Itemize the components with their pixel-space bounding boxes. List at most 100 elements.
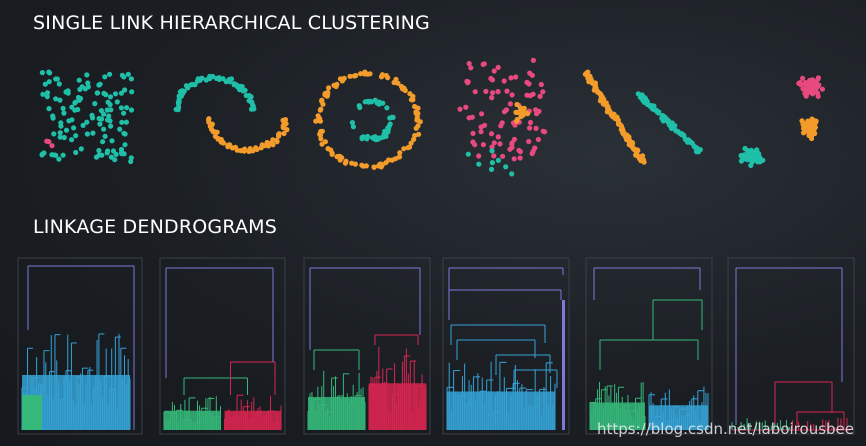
scatter-point-teal [197,77,203,83]
scatter-point-orange [331,82,337,88]
scatter-point-pink [815,93,821,99]
scatter-point-teal [118,90,124,96]
dendrogram-dense-leaves [164,410,221,430]
scatter-point-pink [470,130,476,136]
scatter-point-pink [538,81,544,88]
scatter-point-pink [495,89,501,95]
scatter-point-pink [464,78,470,84]
scatter-point-pink [542,129,548,135]
scatter-point-pink [466,115,472,121]
scatter-point-orange [521,110,527,117]
scatter-point-orange [378,74,385,80]
two-moons-scatter [173,73,290,154]
scatter-point-teal [121,130,127,136]
scatter-point-orange [214,129,220,135]
scatter-point-teal [112,91,119,97]
scatter-point-teal [384,105,390,111]
scatter-point-orange [220,140,226,146]
scatter-point-teal [90,130,96,136]
scatter-point-teal [76,77,82,83]
scatter-point-teal [745,148,751,154]
dendrogram-dense-leaves [590,402,645,430]
dendrogram-blobs [442,257,570,435]
scatter-point-orange [349,160,355,166]
scatter-point-pink [800,86,806,92]
scatter-point-orange [514,117,520,123]
scatter-point-teal [681,133,687,139]
scatter-point-teal [509,171,515,177]
scatter-point-teal [643,96,649,102]
scatter-point-orange [318,128,324,135]
scatter-point-teal [350,124,356,130]
scatter-point-teal [97,121,103,127]
scatter-point-teal [129,89,135,95]
scatter-point-orange [391,79,397,86]
scatter-point-pink [501,78,507,84]
scatter-point-teal [108,123,114,129]
scatter-point-orange [515,109,521,115]
noisy-blobs-scatter [457,57,548,177]
scatter-point-orange [401,146,407,152]
scatter-point-teal [79,84,85,90]
scatter-point-teal [107,71,113,77]
scatter-point-pink [466,61,472,67]
scatter-point-teal [60,152,66,158]
scatter-point-orange [225,142,231,148]
scatter-point-teal [119,72,125,78]
scatter-point-orange [592,84,598,90]
scatter-point-orange [264,139,270,146]
scatter-point-teal [57,130,63,136]
scatter-point-teal [61,110,67,116]
scatter-point-pink [491,68,497,74]
scatter-point-teal [121,110,127,116]
dendrogram-dense-leaves [22,395,42,430]
scatter-point-teal [92,101,98,107]
scatter-point-teal [749,149,755,155]
scatter-point-pink [524,79,530,85]
scatter-point-teal [78,146,84,152]
scatter-point-teal [107,118,113,124]
scatter-point-teal [675,129,681,135]
scatter-point-orange [611,114,617,120]
scatter-point-pink [491,153,497,159]
scatter-point-orange [414,111,420,117]
scatter-point-orange [811,123,818,129]
scatter-point-teal [98,108,104,114]
scatter-point-teal [39,70,46,76]
scatter-point-pink [536,108,542,114]
scatter-point-teal [44,90,51,96]
scatter-point-teal [50,113,56,119]
scatter-point-pink [470,139,476,145]
scatter-point-teal [669,125,675,131]
scatter-point-orange [358,71,364,77]
scatter-point-teal [71,125,77,131]
dendrogram-panel-frame [727,257,855,435]
scatter-point-pink [480,142,486,148]
scatter-point-teal [242,87,248,93]
scatter-point-teal [685,137,692,143]
scatter-point-orange [339,78,345,84]
scatter-point-teal [106,113,112,119]
uniform-square-scatter [39,69,135,165]
scatter-point-teal [503,164,509,170]
dendrogram-uniform [17,257,143,435]
scatter-point-teal [104,107,110,113]
scatter-point-teal [53,96,59,102]
scatter-point-orange [315,113,321,119]
scatter-point-teal [754,147,760,153]
scatter-point-teal [665,119,672,125]
anisotropic-lines-scatter [582,69,703,165]
scatter-point-teal [757,155,763,161]
dendrogram-panel-frame [442,257,570,435]
scatter-point-pink [512,122,518,128]
scatter-point-orange [408,140,414,146]
scatter-point-teal [85,80,91,86]
scatter-point-pink [483,88,489,94]
scatter-point-teal [102,74,108,80]
scatter-point-orange [347,73,353,79]
scatter-point-teal [101,90,107,96]
scatter-point-teal [183,83,189,89]
scatter-point-pink [507,101,513,107]
scatter-point-teal [381,131,387,138]
